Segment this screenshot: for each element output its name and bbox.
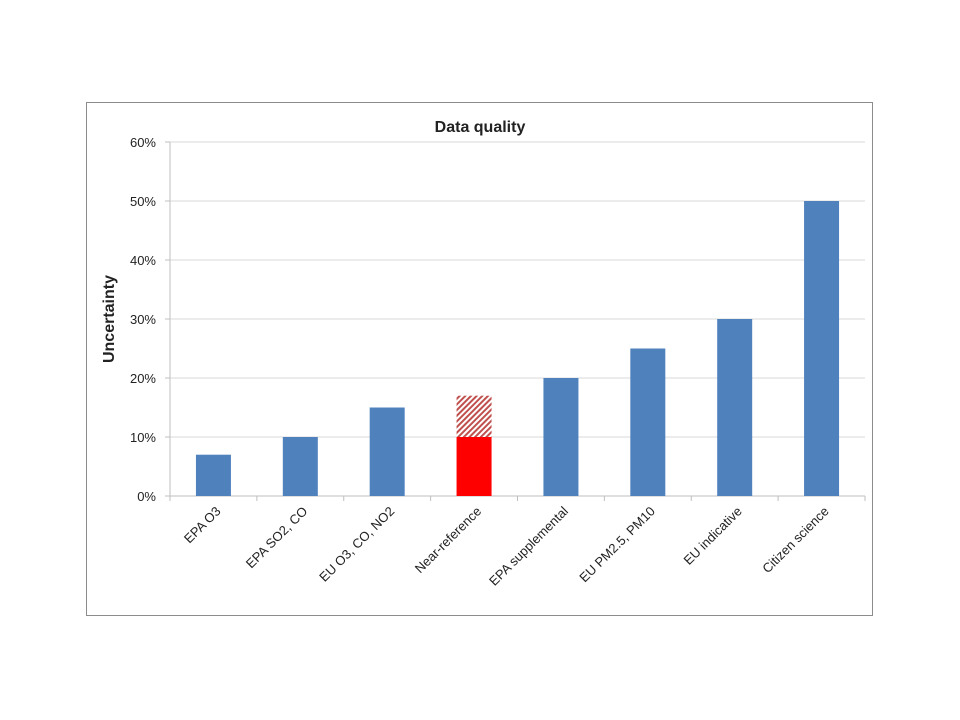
x-tick-label: EU indicative (681, 504, 745, 568)
x-tick-label: EPA O3 (181, 504, 224, 547)
x-tick-label: EU PM2.5, PM10 (576, 504, 658, 586)
bar-eu-pm2-5-pm10 (630, 348, 666, 496)
bar-eu-o3-co-no2 (369, 407, 405, 496)
chart-title: Data quality (435, 119, 526, 136)
y-tick-label: 40% (130, 253, 156, 268)
y-tick-label: 20% (130, 371, 156, 386)
bar-epa-supplemental (543, 378, 579, 496)
chart-frame (86, 102, 873, 616)
bar-eu-indicative (717, 319, 753, 496)
y-tick-label: 60% (130, 135, 156, 150)
y-axis-label: Uncertainty (101, 275, 118, 363)
x-tick-label: EU O3, CO, NO2 (316, 504, 397, 585)
y-tick-label: 50% (130, 194, 156, 209)
x-tick-label: EPA SO2, CO (243, 504, 311, 572)
y-tick-label: 30% (130, 312, 156, 327)
bar-epa-so2-co (282, 437, 318, 496)
bar-citizen-science (804, 201, 840, 496)
x-tick-label: Near-reference (412, 504, 484, 576)
bar-hatched-extension (456, 395, 492, 437)
x-tick-label: EPA supplemental (486, 503, 571, 588)
bar-epa-o3 (195, 454, 231, 496)
y-tick-label: 0% (137, 489, 156, 504)
bar-near-reference (456, 437, 492, 496)
x-tick-label: Citizen science (759, 504, 831, 576)
y-tick-label: 10% (130, 430, 156, 445)
